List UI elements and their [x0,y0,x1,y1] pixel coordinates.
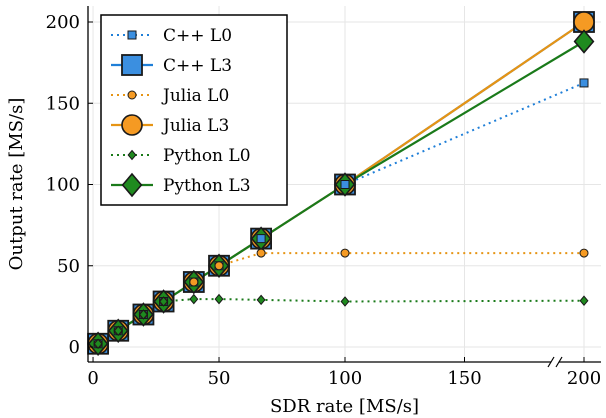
x-tick-label: 150 [447,368,481,389]
data-point [579,248,589,258]
legend-entry: Python L0 [111,146,251,166]
axis-break-mark [547,356,555,368]
data-point [579,295,589,306]
data-point [579,78,589,88]
legend: C++ L0 C++ L3 Julia L0 Julia L3 Python L0 Pyt… [100,14,288,206]
data-point [573,29,595,54]
legend-label: Julia L3 [161,116,229,136]
data-point [159,296,169,307]
axis-break-gap [551,356,559,368]
data-point [256,234,266,244]
x-tick-label: 100 [328,368,362,389]
legend-entry: C++ L0 [111,26,232,46]
legend-entry: Julia L3 [111,114,229,136]
data-point [256,294,266,306]
legend-marker [127,149,137,161]
legend-label: Julia L0 [161,86,229,106]
y-tick-label: 200 [46,12,80,33]
legend-label: C++ L0 [163,26,232,46]
legend-marker [121,172,143,198]
data-point [573,11,595,33]
data-point [138,309,148,320]
y-axis-label: Output rate [MS/s] [6,98,27,271]
y-tick-label: 50 [57,256,80,277]
data-point [340,180,350,189]
data-point [189,293,199,305]
legend-marker [121,54,143,76]
data-point [214,293,224,305]
data-point [214,261,224,271]
legend-marker [127,90,137,100]
x-axis-label: SDR rate [MS/s] [270,396,419,417]
y-tick-label: 100 [46,175,80,196]
data-point [93,338,103,350]
series-markers-python-l0 [93,293,589,350]
data-point [189,277,199,287]
legend-entry: C++ L3 [111,54,232,76]
legend-marker [127,30,137,40]
x-tick-label: 50 [208,368,231,389]
y-tick-label: 150 [46,93,80,114]
x-tick-label: 200 [567,368,601,389]
legend-entry: Julia L0 [111,86,229,106]
legend-label: Python L0 [163,146,251,166]
x-tick-label: 0 [87,368,98,389]
legend-marker [121,114,143,136]
series-group [87,11,595,356]
data-point [113,325,123,337]
axis-break-mark [555,356,563,368]
axes: 0 50 100 150 200 0 50 100 150 200 [46,6,601,389]
data-point [256,248,266,258]
legend-entry: Python L3 [111,172,251,198]
legend-label: C++ L3 [163,56,232,76]
y-tick-label: 0 [69,337,80,358]
data-point [340,296,350,307]
data-point [340,248,350,258]
legend-label: Python L3 [163,176,251,196]
